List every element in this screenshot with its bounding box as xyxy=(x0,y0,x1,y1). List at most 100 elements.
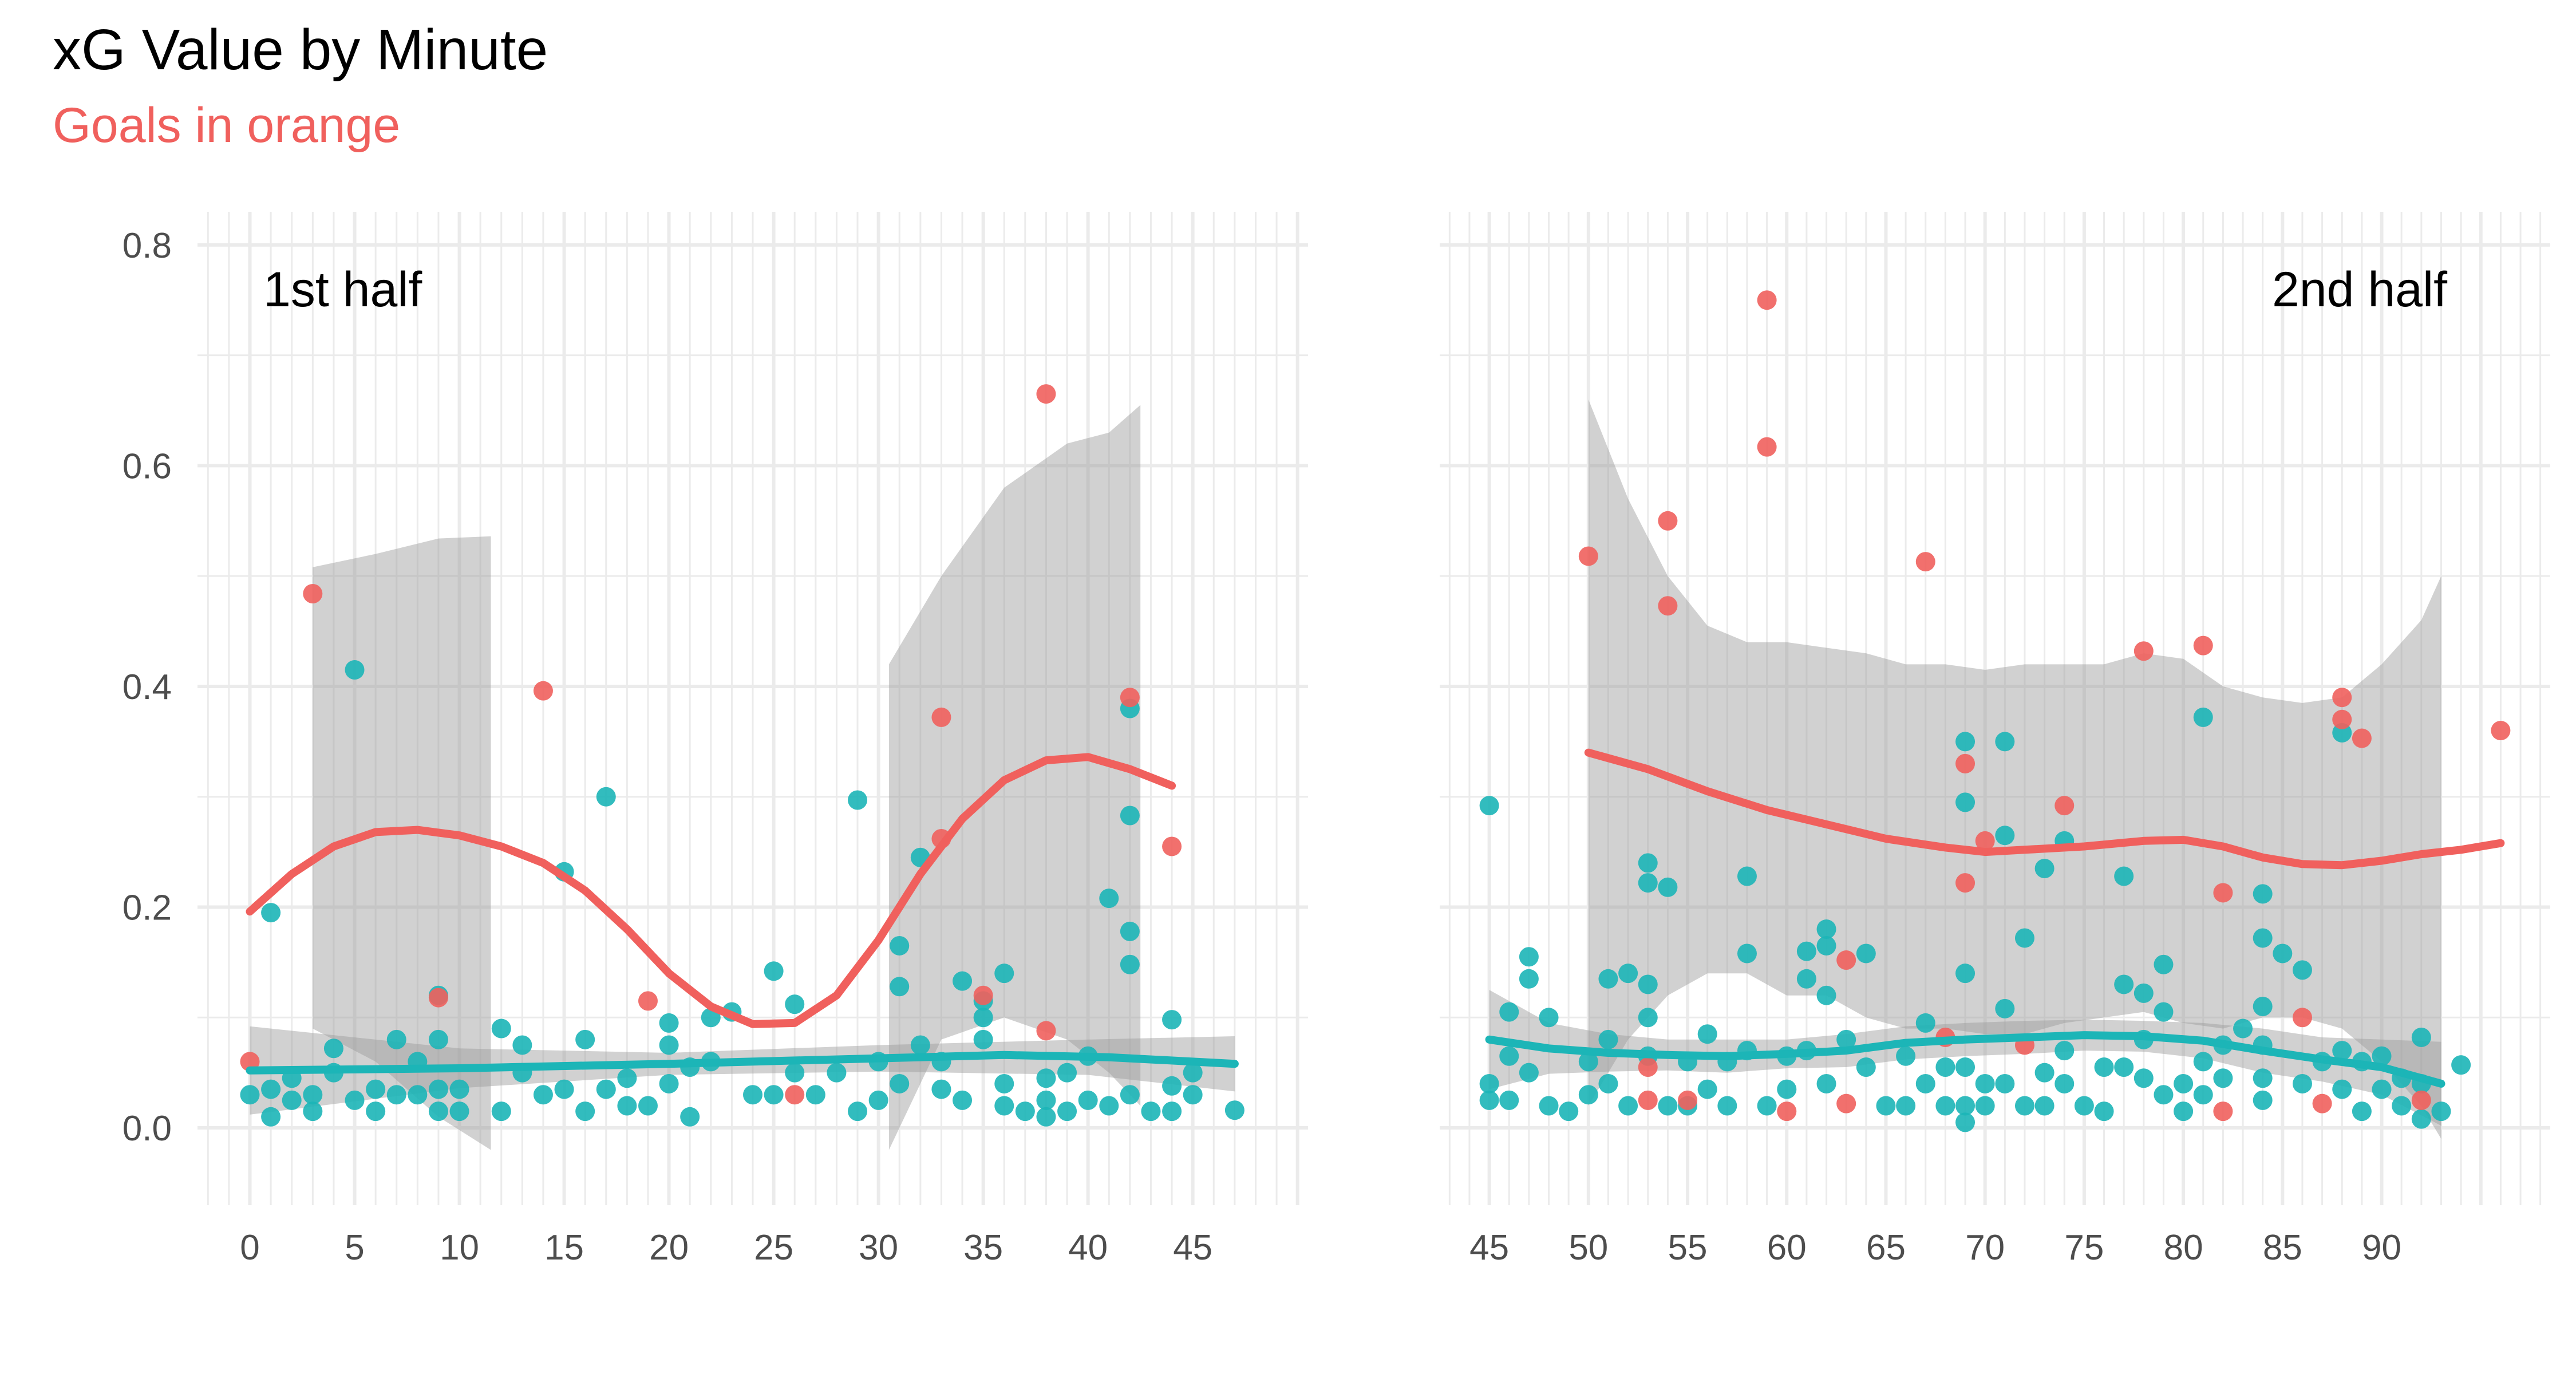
shot-point xyxy=(1120,806,1140,826)
shot-point xyxy=(1915,1073,1935,1093)
shot-point xyxy=(449,1101,469,1122)
shot-point xyxy=(1896,1096,1916,1116)
shot-point xyxy=(303,1101,323,1122)
shot-point xyxy=(2014,928,2034,948)
x-tick-label: 35 xyxy=(963,1228,1003,1268)
shot-point xyxy=(2253,997,2273,1016)
shot-point xyxy=(1697,1079,1717,1099)
shot-point xyxy=(1539,1008,1559,1028)
shot-point xyxy=(890,935,910,956)
shot-point xyxy=(428,1101,448,1122)
shot-point xyxy=(805,1085,825,1105)
shot-point xyxy=(366,1101,386,1122)
shot-point xyxy=(2174,1101,2194,1122)
shot-point xyxy=(2174,1073,2194,1093)
goal-point xyxy=(1120,688,1140,708)
goal-trend-line xyxy=(246,753,1176,1028)
x-tick-label: 30 xyxy=(859,1228,898,1268)
shot-point xyxy=(1499,1046,1519,1066)
shot-point xyxy=(2253,928,2273,948)
shot-point xyxy=(2034,1096,2055,1116)
shot-point xyxy=(282,1090,302,1110)
y-axis: 0.0 0.2 0.4 0.6 0.8 xyxy=(123,226,172,1148)
shot-point xyxy=(1141,1101,1161,1122)
x-tick-label: 85 xyxy=(2263,1228,2302,1268)
shot-point xyxy=(1559,1101,1579,1122)
shot-point xyxy=(1995,826,2015,846)
goal-point xyxy=(1836,1093,1856,1114)
shot-point xyxy=(2332,1079,2352,1099)
shot-point xyxy=(2193,1052,2213,1072)
y-tick-label: 0.8 xyxy=(123,226,172,266)
shot-point xyxy=(931,1079,951,1099)
shot-point xyxy=(261,903,281,923)
shot-point xyxy=(1578,1085,1598,1105)
shot-point xyxy=(1519,969,1539,989)
shot-point xyxy=(1935,1096,1955,1116)
shot-point xyxy=(2332,1041,2352,1061)
shot-point xyxy=(1955,1096,1976,1116)
shot-point xyxy=(428,1079,448,1099)
x-tick-label: 80 xyxy=(2164,1228,2203,1268)
shot-point xyxy=(868,1090,888,1110)
shot-point xyxy=(2292,1073,2312,1093)
shot-point xyxy=(1955,732,1976,752)
shot-point xyxy=(2273,943,2293,964)
shot-point xyxy=(1816,919,1836,939)
goal-point xyxy=(2134,641,2154,661)
x-tick-label: 15 xyxy=(544,1228,584,1268)
shot-point xyxy=(1078,1090,1098,1110)
shot-point xyxy=(1183,1085,1203,1105)
x-tick-label: 40 xyxy=(1068,1228,1108,1268)
shot-point xyxy=(910,1035,930,1055)
shot-point xyxy=(848,790,868,810)
shot-point xyxy=(2114,866,2134,886)
shot-point xyxy=(848,1101,868,1122)
shot-point xyxy=(2292,960,2312,980)
shot-point xyxy=(1935,1057,1955,1077)
goal-point xyxy=(931,707,951,727)
shot-point xyxy=(1777,1079,1797,1099)
shot-point xyxy=(491,1101,511,1122)
shot-point xyxy=(240,1085,260,1105)
x-tick-label: 45 xyxy=(1173,1228,1212,1268)
goal-point xyxy=(1975,831,1995,851)
shot-point xyxy=(2193,707,2213,727)
shot-point xyxy=(617,1096,637,1116)
shot-point xyxy=(1757,1096,1777,1116)
shot-point xyxy=(512,1035,532,1055)
shot-point xyxy=(408,1085,428,1105)
shot-point xyxy=(2034,859,2055,879)
shot-point xyxy=(1836,1029,1856,1049)
panel-second-half: 2nd half 45 50 55 60 65 70 75 80 85 90 xyxy=(1440,212,2550,1268)
panel-first-half: 1st half 0 5 10 15 20 25 30 35 40 45 xyxy=(197,212,1308,1268)
goal-point xyxy=(428,988,448,1008)
shot-point xyxy=(303,1085,323,1105)
shot-point xyxy=(2193,1085,2213,1105)
facet-label: 2nd half xyxy=(2272,262,2448,317)
goal-point xyxy=(2292,1008,2312,1028)
shot-point xyxy=(1479,1090,1499,1110)
shot-point xyxy=(2055,1073,2075,1093)
shot-point xyxy=(1499,1090,1519,1110)
x-tick-label: 55 xyxy=(1668,1228,1708,1268)
shot-point xyxy=(1598,969,1618,989)
y-tick-label: 0.6 xyxy=(123,447,172,486)
shot-point xyxy=(2372,1046,2392,1066)
shot-point xyxy=(1036,1068,1056,1088)
shot-point xyxy=(1162,1076,1182,1096)
shot-point xyxy=(1618,1096,1638,1116)
shot-point xyxy=(386,1085,406,1105)
shot-point xyxy=(1876,1096,1896,1116)
shot-point xyxy=(1578,1052,1598,1072)
shot-point xyxy=(2411,1027,2431,1047)
shot-point xyxy=(2352,1101,2372,1122)
shot-point xyxy=(2253,884,2273,904)
shot-point xyxy=(1036,1107,1056,1127)
x-tick-label: 0 xyxy=(240,1228,259,1268)
shot-point xyxy=(2372,1079,2392,1099)
y-tick-label: 0.0 xyxy=(123,1109,172,1148)
shot-trend-line xyxy=(1485,1031,2445,1088)
goal-point xyxy=(1658,596,1678,616)
shot-point xyxy=(2034,1063,2055,1083)
